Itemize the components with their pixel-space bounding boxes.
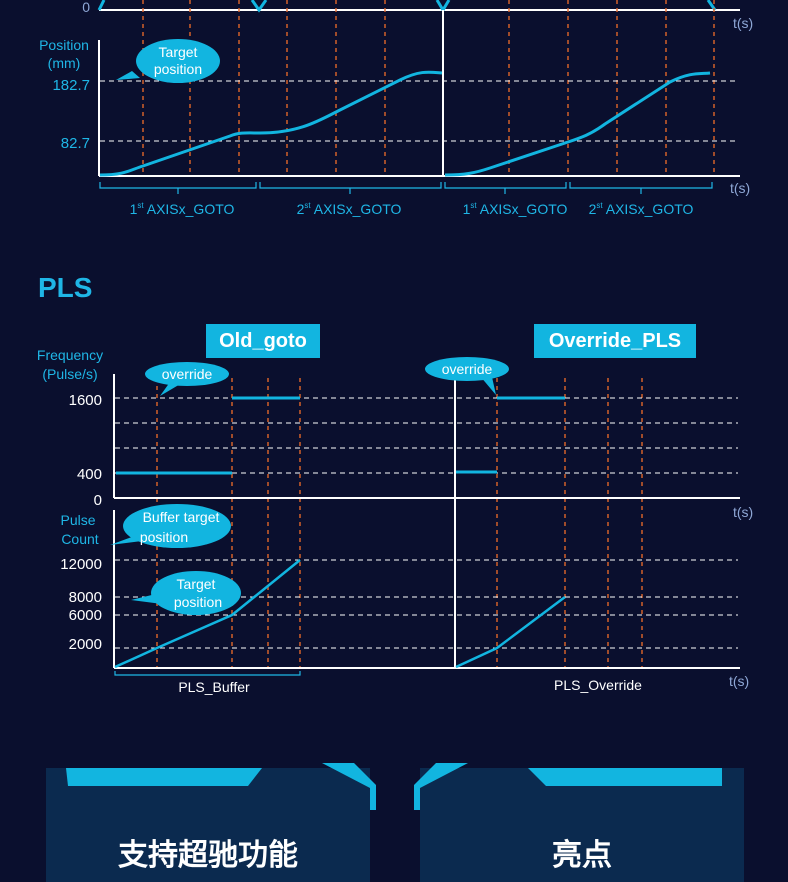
buffer-bracket: [114, 671, 301, 676]
pulse-axis-title: Pulse: [60, 512, 95, 528]
card-left-tab: [66, 768, 262, 786]
pulse-buffer-line: [114, 559, 301, 669]
top-fragment-curve-3: [435, 0, 451, 13]
position-curve-old-goto: [99, 70, 443, 177]
freq-tick-1600: 1600: [69, 392, 102, 409]
freq-tick-400: 400: [77, 466, 102, 483]
pulse-tick-6000: 6000: [69, 607, 102, 624]
segment-label-3: 1st AXISx_GOTO: [463, 201, 568, 217]
top-fragment-zero: 0: [82, 0, 90, 15]
pulse-t-label: t(s): [729, 673, 749, 689]
top-position-chart: 0 t(s) Position (m: [39, 0, 753, 217]
target-bubble2-line2: position: [174, 594, 222, 610]
pulse-target-bubble: Target position: [131, 571, 241, 615]
top-fragment-curve-2: [250, 0, 268, 13]
pulse-tick-8000: 8000: [69, 589, 102, 606]
override-bubble-right: override: [425, 357, 509, 395]
card-right-corner: [414, 763, 468, 810]
freq-axis-unit: (Pulse/s): [42, 366, 97, 382]
card-left-corner: [322, 763, 376, 810]
freq-tick-0: 0: [94, 492, 102, 509]
top-fragment-t-label: t(s): [733, 15, 753, 31]
pls-pulse-chart: Pulse Count 12000 8000 6000 2000 t(s) Bu…: [60, 504, 749, 695]
segment-brackets: [99, 182, 713, 194]
target-bubble-line2: position: [154, 61, 202, 77]
pls-frequency-chart: Frequency (Pulse/s) 1600 400 0 t(s) over…: [37, 347, 753, 668]
target-bubble2-line1: Target: [177, 576, 216, 592]
pulse-tick-2000: 2000: [69, 636, 102, 653]
override-pls-label: Override_PLS: [534, 324, 696, 358]
top-level-guides: [100, 80, 738, 142]
card-left-title: 支持超驰功能: [118, 838, 298, 873]
card-right-bg: [420, 768, 744, 882]
buffer-bubble-line1: Buffer target: [143, 509, 220, 525]
target-bubble-line1: Target: [159, 44, 198, 60]
card-left-bg: [46, 768, 370, 882]
old-goto-label: Old_goto: [206, 324, 320, 358]
position-tick-182-7: 182.7: [52, 77, 90, 94]
override-bubble-left-text: override: [162, 366, 213, 382]
pulse-override-line: [455, 596, 566, 669]
target-position-bubble: Target position: [116, 39, 220, 83]
segment-label-1: 1st AXISx_GOTO: [130, 201, 235, 217]
segment-label-2: 2st AXISx_GOTO: [297, 201, 402, 217]
segment-label-4: 2st AXISx_GOTO: [589, 201, 694, 217]
position-axis-title: Position: [39, 37, 89, 53]
pls-buffer-caption: PLS_Buffer: [178, 679, 250, 695]
freq-axis-title: Frequency: [37, 347, 103, 363]
top-time-guides: [142, 0, 715, 176]
freq-level-guides: [115, 397, 738, 474]
pls-time-guides: [156, 378, 643, 668]
pulse-tick-12000: 12000: [60, 556, 102, 573]
card-right-title: 亮点: [552, 838, 612, 873]
override-bubble-left: override: [145, 362, 229, 396]
top-fragment-curve-1: [97, 0, 106, 11]
bottom-cards: [46, 763, 744, 882]
pls-override-caption: PLS_Override: [554, 677, 642, 693]
buffer-target-bubble: Buffer target position: [110, 504, 231, 548]
pulse-axis-title-2: Count: [61, 531, 98, 547]
pls-section-title: PLS: [38, 272, 93, 303]
freq-t-label: t(s): [733, 504, 753, 520]
card-right-tab: [528, 768, 722, 786]
position-tick-82-7: 82.7: [61, 135, 90, 152]
override-bubble-right-text: override: [442, 361, 493, 377]
buffer-bubble-line2: position: [140, 529, 188, 545]
top-t-label: t(s): [730, 180, 750, 196]
position-curve-override: [444, 71, 711, 177]
position-axis-unit: (mm): [48, 55, 81, 71]
